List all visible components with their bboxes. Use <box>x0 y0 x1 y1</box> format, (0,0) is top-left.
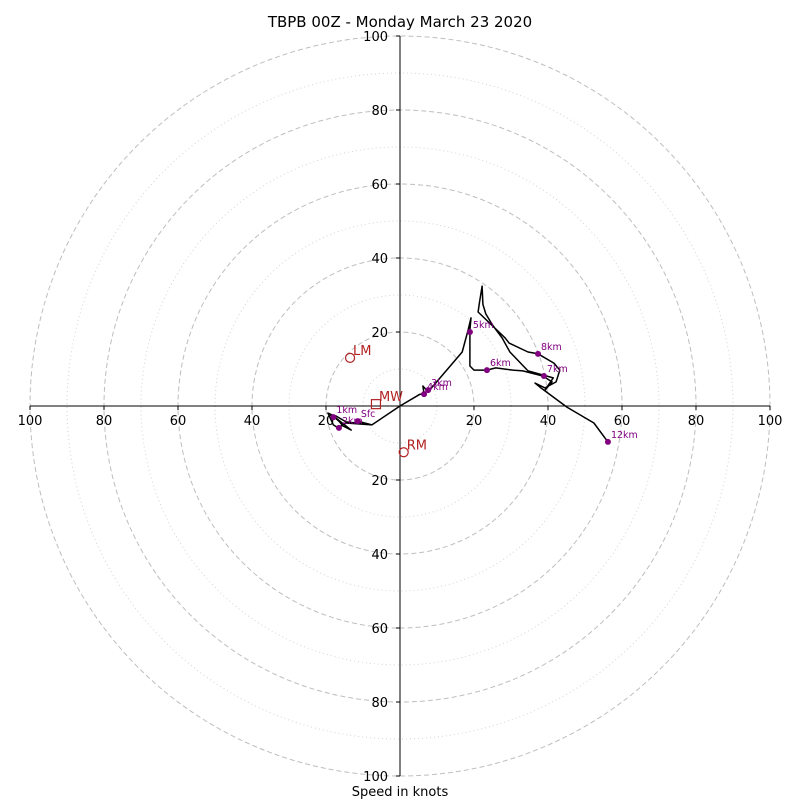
storm-motion-LM-marker <box>344 352 356 363</box>
x-tick-label: 100 <box>758 414 783 429</box>
x-tick-label: 60 <box>614 414 631 429</box>
height-label-3km: 3km <box>431 378 452 389</box>
height-point-1km <box>330 414 337 421</box>
storm-motion-RM-label: RM <box>407 438 427 453</box>
y-tick-label: 80 <box>371 104 388 119</box>
tick-labels: 100 80 60 40 20 20 40 60 80 100100806040202040608… <box>18 30 783 785</box>
x-axis-label: Speed in knots <box>352 785 449 800</box>
y-tick-label: 40 <box>371 252 388 267</box>
height-point-6km <box>483 367 490 374</box>
height-point-3km <box>425 387 432 394</box>
chart-title: TBPB 00Z - Monday March 23 2020 <box>267 13 532 31</box>
height-label-6km: 6km <box>490 358 511 369</box>
y-tick-label: 100 <box>363 30 388 45</box>
height-label-4km: 4km <box>427 382 448 393</box>
x-tick-label: 20 <box>466 414 483 429</box>
height-point-7km <box>540 373 547 380</box>
x-tick-label: 40 <box>540 414 557 429</box>
height-label-12km: 12km <box>611 430 638 441</box>
height-label-8km: 8km <box>541 342 562 353</box>
height-point-12km <box>604 438 611 445</box>
y-tick-label: 100 <box>363 770 388 785</box>
height-point-4km <box>421 391 428 398</box>
storm-motion-MW-marker <box>370 399 382 410</box>
x-tick-label: 60 <box>170 414 187 429</box>
storm-motion-LM-label: LM <box>353 344 371 359</box>
height-label-Sfc: Sfc <box>361 409 376 420</box>
y-tick-label: 20 <box>371 474 388 489</box>
y-tick-label: 60 <box>371 178 388 193</box>
x-tick-label: 100 <box>18 414 43 429</box>
height-point-5km <box>466 329 473 335</box>
height-point-8km <box>535 350 542 357</box>
x-tick-label: 40 <box>244 414 261 429</box>
height-label-5km: 5km <box>473 320 494 331</box>
x-tick-label: 80 <box>96 414 113 429</box>
y-tick-label: 20 <box>371 326 388 341</box>
storm-motion-RM-marker <box>398 447 409 458</box>
height-point-2km <box>335 424 342 431</box>
y-tick-label: 40 <box>371 548 388 563</box>
height-point-Sfc <box>354 418 361 425</box>
storm-motion-MW-label: MW <box>379 390 403 405</box>
height-label-7km: 7km <box>547 364 568 375</box>
storm-motion-markers: LM MW RM <box>344 344 427 458</box>
x-tick-label: 80 <box>688 414 705 429</box>
y-tick-label: 60 <box>371 622 388 637</box>
height-label-2km: 2km <box>342 416 363 427</box>
height-label-1km: 1km <box>336 405 357 416</box>
y-tick-label: 80 <box>371 696 388 711</box>
